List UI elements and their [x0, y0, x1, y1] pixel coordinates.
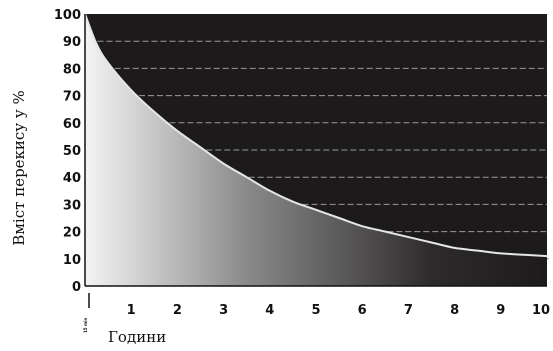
- y-tick-label-100: 100: [54, 8, 81, 23]
- y-tick-label-80: 80: [63, 62, 81, 77]
- x-tick-labels: 1 2 3 4 5 6 7 8 9 10: [127, 303, 550, 318]
- x-tick-label-4: 4: [265, 303, 274, 318]
- series-curve: [84, 13, 548, 258]
- x-tick-label-5: 5: [311, 303, 320, 318]
- y-tick-label-40: 40: [63, 171, 81, 186]
- y-axis-label: Вміст перекису у %: [10, 90, 28, 246]
- x-start-label: 15 min: [83, 318, 88, 333]
- x-tick-label-8: 8: [450, 303, 459, 318]
- y-tick-label-10: 10: [63, 253, 81, 268]
- x-tick-label-6: 6: [358, 303, 367, 318]
- x-axis-label: Години: [108, 328, 166, 346]
- gridlines: [97, 40, 549, 260]
- y-tick-label-20: 20: [63, 226, 81, 241]
- x-tick-label-10: 10: [532, 303, 550, 318]
- y-tick-label-0: 0: [72, 280, 81, 295]
- x-tick-label-9: 9: [496, 303, 505, 318]
- y-tick-label-30: 30: [63, 198, 81, 213]
- y-tick-label-50: 50: [63, 144, 81, 159]
- y-tick-labels: 0 10 20 30 40 50 60 70 80 90 100: [54, 8, 81, 295]
- x-tick-label-7: 7: [404, 303, 413, 318]
- area-under-curve: [85, 14, 547, 286]
- x-tick-label-3: 3: [219, 303, 228, 318]
- y-tick-label-90: 90: [63, 35, 81, 50]
- y-tick-label-70: 70: [63, 90, 81, 105]
- x-tick-label-2: 2: [173, 303, 182, 318]
- x-tick-label-1: 1: [127, 303, 136, 318]
- y-tick-label-60: 60: [63, 117, 81, 132]
